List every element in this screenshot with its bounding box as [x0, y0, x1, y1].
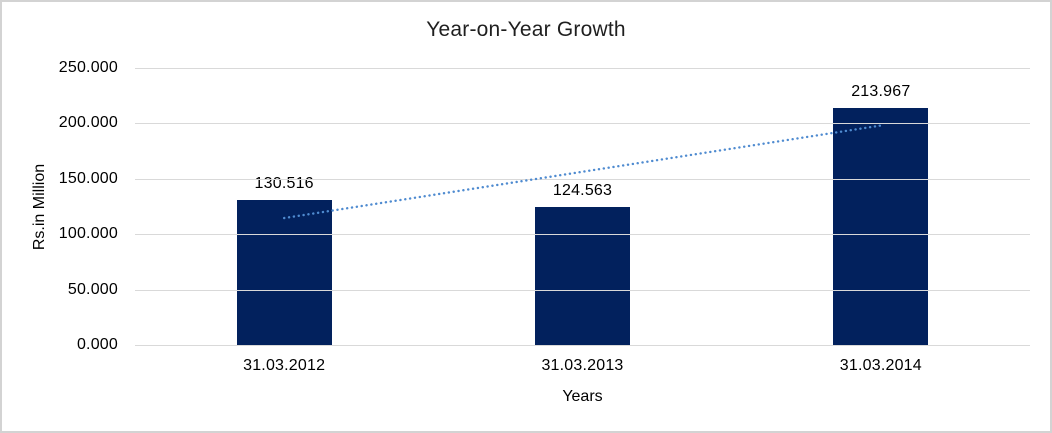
- horizontal-gridline: [135, 178, 1030, 180]
- bar-value-label: 124.563: [552, 181, 613, 199]
- y-tick-label: 100.000: [58, 225, 118, 243]
- y-tick-label: 150.000: [58, 169, 118, 187]
- x-axis-title: Years: [562, 388, 603, 405]
- horizontal-gridline: [135, 289, 1030, 291]
- x-tick-label: 31.03.2014: [839, 357, 922, 374]
- chart-title: Year-on-Year Growth: [426, 18, 626, 41]
- horizontal-gridline: [135, 68, 1030, 69]
- bar-value-label: 213.967: [851, 82, 911, 100]
- x-tick-label: 31.03.2012: [243, 357, 326, 374]
- horizontal-gridline: [135, 345, 1030, 346]
- x-tick-label: 31.03.2013: [541, 357, 624, 374]
- bar: [236, 200, 332, 345]
- y-tick-label: 250.000: [58, 59, 118, 76]
- y-tick-label: 200.000: [58, 114, 118, 132]
- bar: [833, 107, 929, 345]
- horizontal-gridline: [135, 234, 1030, 236]
- y-tick-label: 0.000: [76, 336, 118, 353]
- horizontal-gridline: [135, 123, 1030, 125]
- bar: [535, 206, 630, 345]
- y-tick-label: 50.000: [67, 280, 118, 298]
